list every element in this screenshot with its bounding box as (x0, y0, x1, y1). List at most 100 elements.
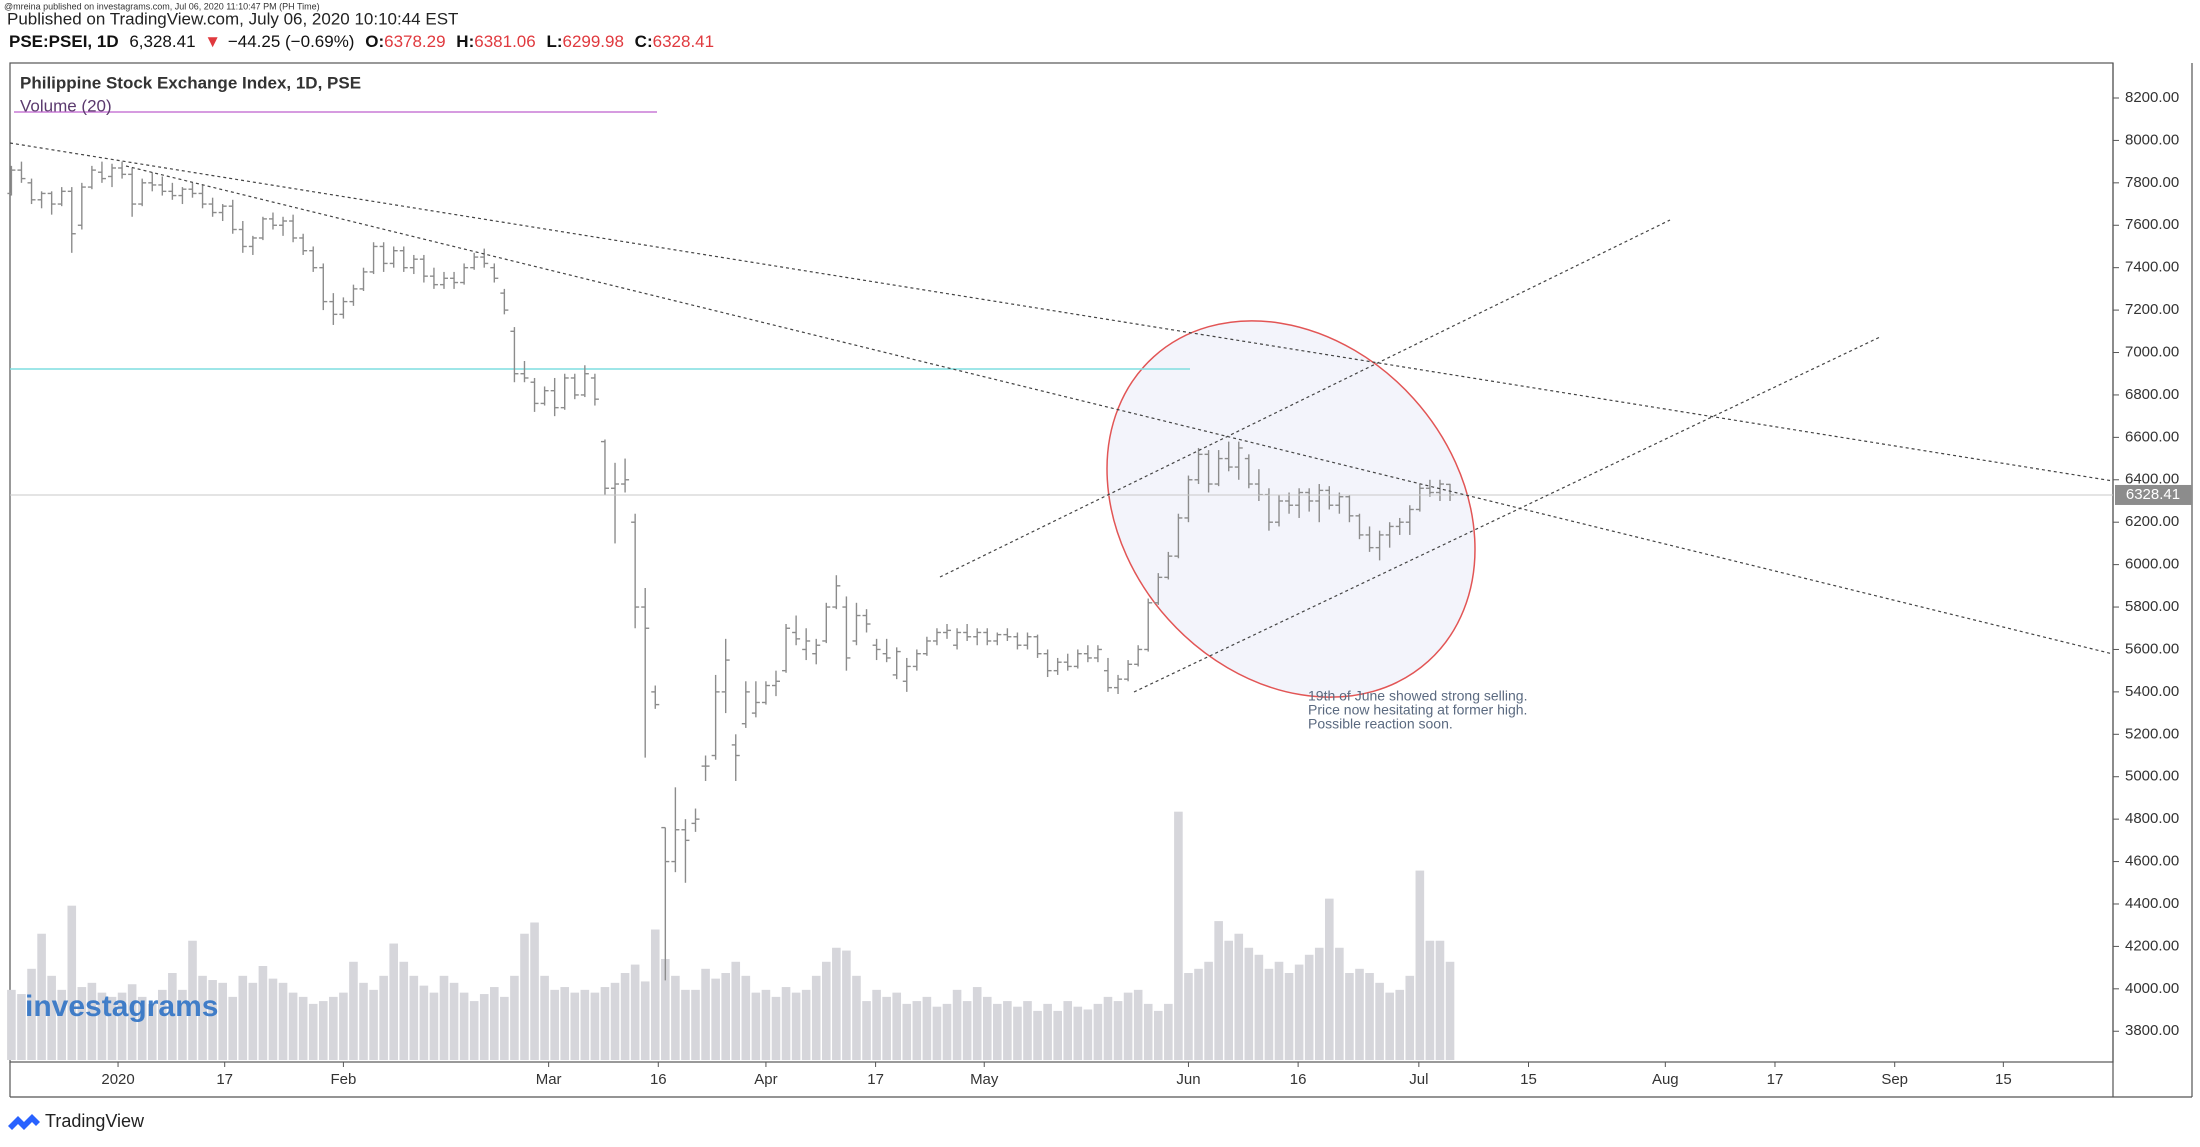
volume-bar (650, 929, 660, 1060)
footer-brand[interactable]: TradingView (45, 1111, 145, 1131)
volume-bar (1375, 982, 1384, 1060)
volume-bar (801, 989, 811, 1060)
volume-bar (661, 958, 670, 1060)
y-tick-label: 4400.00 (2125, 895, 2179, 912)
volume-bar (77, 987, 87, 1060)
legend-title: Philippine Stock Exchange Index, 1D, PSE (20, 73, 361, 92)
x-tick-label: 2020 (101, 1071, 134, 1088)
volume-bar (1294, 964, 1304, 1060)
volume-bar (982, 996, 992, 1060)
volume-bar (439, 975, 449, 1060)
y-tick-label: 7800.00 (2125, 174, 2179, 191)
watermark: investagrams (25, 990, 218, 1023)
volume-bar (107, 996, 117, 1060)
volume-bar (188, 940, 197, 1060)
y-tick-label: 8200.00 (2125, 89, 2179, 106)
volume-bar (1284, 973, 1294, 1060)
volume-bar (127, 984, 137, 1060)
x-tick-label: Mar (536, 1071, 562, 1088)
volume-bar (178, 989, 187, 1060)
volume-bar (1395, 989, 1405, 1060)
last-price: 6,328.41 (129, 32, 195, 51)
volume-bar (892, 992, 902, 1060)
x-tick-label: Apr (754, 1071, 777, 1088)
volume-bar (1274, 961, 1284, 1060)
volume-bar (590, 992, 600, 1060)
drawn-layer (7, 161, 2113, 1060)
volume-bar (1415, 870, 1425, 1060)
volume-bar (147, 1003, 157, 1060)
volume-bar (691, 989, 700, 1060)
volume-bar (37, 933, 46, 1060)
volume-bar (882, 996, 891, 1060)
volume-bar (902, 1003, 912, 1060)
volume-bar (1355, 968, 1364, 1060)
volume-title: Volume (20) (20, 96, 112, 115)
x-tick-label: 17 (1767, 1071, 1784, 1088)
volume-bar (852, 975, 861, 1060)
last-price-label: 6328.41 (2126, 486, 2180, 503)
annotation-line: 19th of June showed strong selling. (1308, 688, 1527, 704)
volume-bar (540, 975, 549, 1060)
volume-bar (1435, 940, 1445, 1060)
volume-bar (1083, 1009, 1093, 1060)
volume-bar (1153, 1010, 1163, 1060)
y-tick-label: 8000.00 (2125, 131, 2179, 148)
x-tick-label: 16 (650, 1071, 667, 1088)
volume-bar (993, 1003, 1002, 1060)
volume-bar (832, 947, 841, 1060)
volume-bar (1093, 1003, 1103, 1060)
volume-bar (711, 978, 720, 1060)
volume-bar (761, 989, 771, 1060)
volume-bar (862, 1001, 871, 1060)
volume-bar (550, 989, 559, 1060)
x-tick-label: 16 (1290, 1071, 1307, 1088)
y-tick-label: 6200.00 (2125, 513, 2179, 530)
volume-bar (238, 975, 248, 1060)
volume-bar (560, 987, 570, 1060)
volume-bar (1244, 947, 1254, 1060)
volume-bar (218, 982, 227, 1060)
volume-bar (288, 992, 298, 1060)
volume-bar (339, 992, 348, 1060)
volume-bar (459, 992, 469, 1060)
y-tick-label: 7200.00 (2125, 301, 2179, 318)
volume-bar (1365, 973, 1374, 1060)
change: −44.25 (−0.69%) (228, 32, 355, 51)
close-value: 6328.41 (653, 32, 714, 51)
volume-bar (721, 973, 730, 1060)
volume-bar (640, 981, 650, 1060)
logo-icon (8, 1114, 40, 1130)
volume-bar (1234, 933, 1244, 1060)
volume-bar (1214, 921, 1223, 1060)
low-label: L: (546, 32, 562, 51)
volume-bar (530, 922, 539, 1060)
volume-bar (208, 980, 217, 1060)
volume-bar (1133, 989, 1143, 1060)
volume-bar (168, 973, 177, 1060)
volume-bar (1254, 954, 1264, 1060)
volume-bar (1224, 940, 1234, 1060)
y-tick-label: 4600.00 (2125, 853, 2179, 870)
plot-frame (9, 62, 2114, 1063)
volume-bar (1143, 1003, 1153, 1060)
volume-bar (87, 982, 97, 1060)
low-value: 6299.98 (562, 32, 623, 51)
volume-bar (1023, 1001, 1032, 1060)
tradingview-logo (8, 1114, 40, 1130)
y-tick-label: 7400.00 (2125, 259, 2179, 276)
volume-bar (1314, 947, 1324, 1060)
volume-bar (1445, 961, 1455, 1060)
change-arrow: ▼ (204, 32, 221, 51)
volume-bar (47, 975, 56, 1060)
volume-bar (298, 996, 308, 1060)
volume-bar (922, 996, 932, 1060)
x-tick-label: May (970, 1071, 999, 1088)
volume-bar (600, 987, 610, 1060)
volume-bar (1164, 1003, 1173, 1060)
x-tick-label: Jun (1176, 1071, 1200, 1088)
volume-bar (1043, 1003, 1052, 1060)
high-value: 6381.06 (474, 32, 535, 51)
